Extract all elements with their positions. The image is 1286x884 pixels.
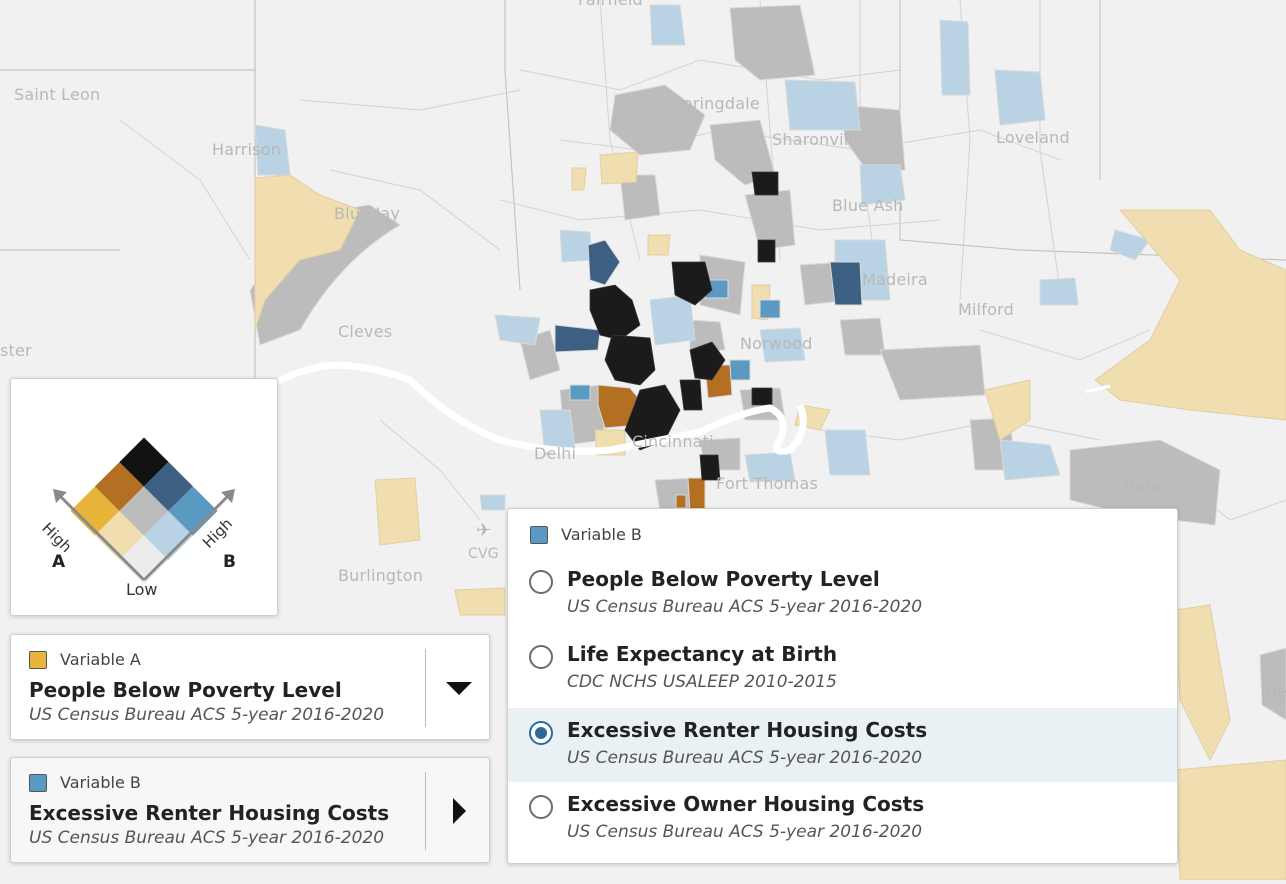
place-label: Cleves (338, 322, 393, 341)
place-label: Fort Thomas (716, 474, 818, 493)
option-life-expectancy[interactable]: Life Expectancy at Birth CDC NCHS USALEE… (508, 632, 1177, 706)
variable-b-source: US Census Bureau ACS 5-year 2016-2020 (29, 828, 385, 848)
option-source: US Census Bureau ACS 5-year 2016-2020 (567, 597, 923, 617)
legend-axes (57, 493, 231, 582)
variable-a-title: People Below Poverty Level (29, 678, 342, 702)
variable-a-source: US Census Bureau ACS 5-year 2016-2020 (29, 705, 385, 725)
tracts-high-both (589, 171, 779, 481)
place-label: Sharonville (772, 130, 864, 149)
dropdown-heading: Variable B (530, 525, 642, 544)
tract-boundaries (119, 0, 1286, 521)
option-source: CDC NCHS USALEEP 2010-2015 (567, 672, 837, 692)
arrow-a-icon (53, 489, 67, 503)
arrow-b-icon (221, 489, 235, 503)
option-owner-housing-costs[interactable]: Excessive Owner Housing Costs US Census … (508, 782, 1177, 856)
river (253, 361, 807, 455)
option-title: Excessive Owner Housing Costs (567, 792, 925, 816)
place-label: Loveland (996, 128, 1070, 147)
caret-down-icon (445, 682, 472, 695)
place-label: Springdale (672, 94, 760, 113)
legend-b-label: B (223, 552, 236, 572)
radio-button[interactable] (529, 645, 553, 669)
variable-a-toggle-button[interactable] (426, 635, 491, 741)
place-label: ster (0, 341, 32, 360)
variable-b-title: Excessive Renter Housing Costs (29, 801, 390, 825)
place-label: Blue Jay (334, 204, 401, 223)
place-label: Norwood (740, 334, 813, 353)
place-label: Saint Leon (14, 85, 101, 104)
radio-button[interactable] (529, 795, 553, 819)
variable-a-heading: Variable A (29, 650, 141, 669)
variable-a-selector[interactable]: Variable A People Below Poverty Level US… (10, 634, 490, 740)
place-label: Batavia (1124, 477, 1186, 496)
place-label: Fairfield (578, 0, 643, 9)
place-label: Harrison (212, 140, 282, 159)
bivariate-legend-grid (53, 437, 235, 585)
option-source: US Census Bureau ACS 5-year 2016-2020 (567, 748, 923, 768)
legend-a-label: A (52, 552, 66, 572)
airport-icon: ✈ (476, 520, 491, 541)
variable-b-heading: Variable B (29, 773, 141, 792)
legend-low-label: Low (126, 580, 158, 599)
option-title: Life Expectancy at Birth (567, 642, 838, 666)
caret-right-icon (452, 798, 466, 824)
bivariate-legend: High High A B Low (10, 378, 278, 616)
divider (425, 772, 426, 850)
place-label: Burlington (338, 566, 424, 585)
place-label: Milford (958, 300, 1014, 319)
place-label: Cincinnati (632, 432, 714, 451)
option-title: Excessive Renter Housing Costs (567, 718, 928, 742)
variable-b-selector[interactable]: Variable B Excessive Renter Housing Cost… (10, 757, 490, 863)
option-title: People Below Poverty Level (567, 567, 880, 591)
place-label: Blue Ash (832, 196, 904, 215)
radio-button-selected[interactable] (529, 721, 553, 745)
dropdown-swatch (530, 525, 548, 544)
tracts-a-mid (254, 151, 1286, 881)
radio-button[interactable] (529, 570, 553, 594)
variable-b-toggle-button[interactable] (426, 758, 491, 864)
tracts-b-high-a-mid (554, 239, 863, 353)
place-label: Be (1266, 682, 1286, 701)
place-label: Madeira (862, 270, 928, 289)
variable-a-swatch (29, 650, 47, 669)
option-source: US Census Bureau ACS 5-year 2016-2020 (567, 822, 923, 842)
option-renter-housing-costs[interactable]: Excessive Renter Housing Costs US Census… (508, 708, 1177, 782)
variable-b-dropdown[interactable]: Variable B People Below Poverty Level US… (507, 508, 1178, 864)
variable-b-swatch (29, 773, 47, 792)
place-label: Delhi (534, 444, 577, 463)
option-poverty[interactable]: People Below Poverty Level US Census Bur… (508, 557, 1177, 631)
divider (425, 649, 426, 727)
place-label: CVG (468, 546, 499, 562)
